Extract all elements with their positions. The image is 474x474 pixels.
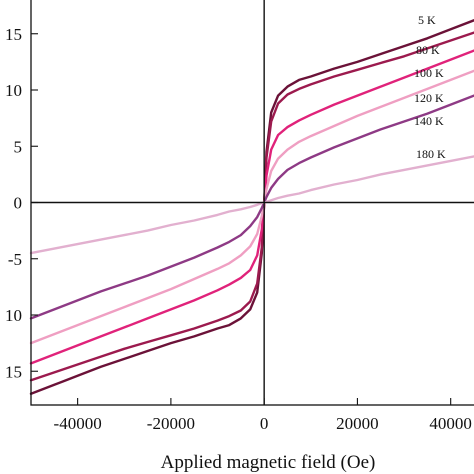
x-tick-label-1: -20000 — [147, 414, 195, 433]
curves-group — [29, 19, 474, 395]
plot-frame — [30, 0, 474, 406]
y-tick-label-3: 0 — [14, 194, 23, 213]
x-tick-label-4: 40000 — [429, 414, 472, 433]
series-labels: 5 K 80 K 100 K 120 K 140 K 180 K — [414, 13, 446, 161]
y-tick-label-2: 5 — [14, 137, 23, 156]
ticks-group — [31, 33, 452, 405]
x-tick-label-3: 20000 — [336, 414, 379, 433]
y-tick-label-6: 15 — [5, 362, 22, 381]
y-tick-label-1: 10 — [5, 81, 22, 100]
y-tick-label-5: 10 — [5, 306, 22, 325]
series-label-1: 80 K — [416, 43, 440, 57]
y-tick-label-4: -5 — [8, 250, 22, 269]
x-axis-label: Applied magnetic field (Oe) — [161, 452, 376, 473]
series-label-5: 180 K — [416, 147, 446, 161]
series-label-3: 120 K — [414, 91, 444, 105]
series-label-4: 140 K — [414, 114, 444, 128]
series-curve-3 — [29, 69, 474, 345]
series-label-2: 100 K — [414, 66, 444, 80]
series-curve-5 — [29, 155, 474, 255]
x-tick-label-0: -40000 — [54, 414, 102, 433]
series-curve-4 — [29, 94, 474, 320]
y-tick-label-0: 15 — [5, 25, 22, 44]
series-label-0: 5 K — [418, 13, 436, 27]
x-tick-label-2: 0 — [260, 414, 269, 433]
y-tick-labels: 15 10 5 0 -5 10 15 — [5, 25, 22, 382]
x-tick-labels: -40000 -20000 0 20000 40000 — [54, 414, 472, 433]
